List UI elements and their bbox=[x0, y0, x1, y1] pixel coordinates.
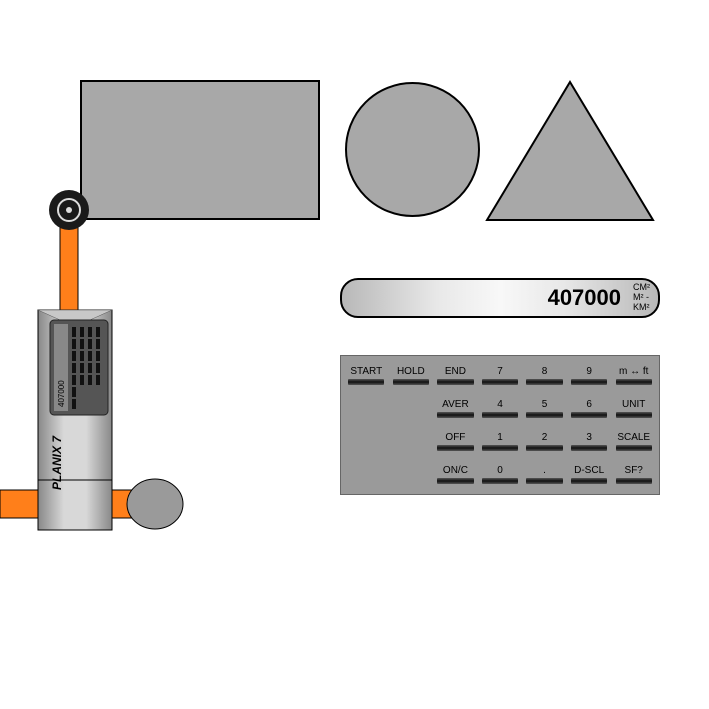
key-unit[interactable]: UNIT bbox=[612, 393, 655, 424]
key-start[interactable]: START bbox=[345, 360, 388, 391]
key-off[interactable]: OFF bbox=[434, 426, 477, 457]
key-0[interactable]: 0 bbox=[479, 459, 522, 490]
key-2[interactable]: 2 bbox=[523, 426, 566, 457]
display-value: 407000 bbox=[548, 285, 621, 311]
key-3[interactable]: 3 bbox=[568, 426, 611, 457]
display-units: CM² M² - KM² bbox=[633, 283, 650, 313]
key-hold[interactable]: HOLD bbox=[390, 360, 433, 391]
key-1[interactable]: 1 bbox=[479, 426, 522, 457]
main-display: 407000 CM² M² - KM² bbox=[340, 278, 660, 318]
key-end[interactable]: END bbox=[434, 360, 477, 391]
key-4[interactable]: 4 bbox=[479, 393, 522, 424]
key-onc[interactable]: ON/C bbox=[434, 459, 477, 490]
device-small-display: 407000 bbox=[57, 380, 66, 407]
key-5[interactable]: 5 bbox=[523, 393, 566, 424]
planimeter-device: 407000 bbox=[0, 190, 200, 550]
key-8[interactable]: 8 bbox=[523, 360, 566, 391]
circle-shape bbox=[345, 82, 480, 217]
key-scale[interactable]: SCALE bbox=[612, 426, 655, 457]
key-sf[interactable]: SF? bbox=[612, 459, 655, 490]
key-mft[interactable]: m ↔ ft bbox=[612, 360, 655, 391]
key-6[interactable]: 6 bbox=[568, 393, 611, 424]
key-dot[interactable]: . bbox=[523, 459, 566, 490]
keypad: START HOLD END 7 8 9 m ↔ ft AVER 4 5 6 U… bbox=[340, 355, 660, 495]
triangle-shape bbox=[485, 80, 655, 225]
key-7[interactable]: 7 bbox=[479, 360, 522, 391]
key-aver[interactable]: AVER bbox=[434, 393, 477, 424]
device-label: PLANIX 7 bbox=[50, 436, 64, 490]
key-dscl[interactable]: D-SCL bbox=[568, 459, 611, 490]
key-9[interactable]: 9 bbox=[568, 360, 611, 391]
